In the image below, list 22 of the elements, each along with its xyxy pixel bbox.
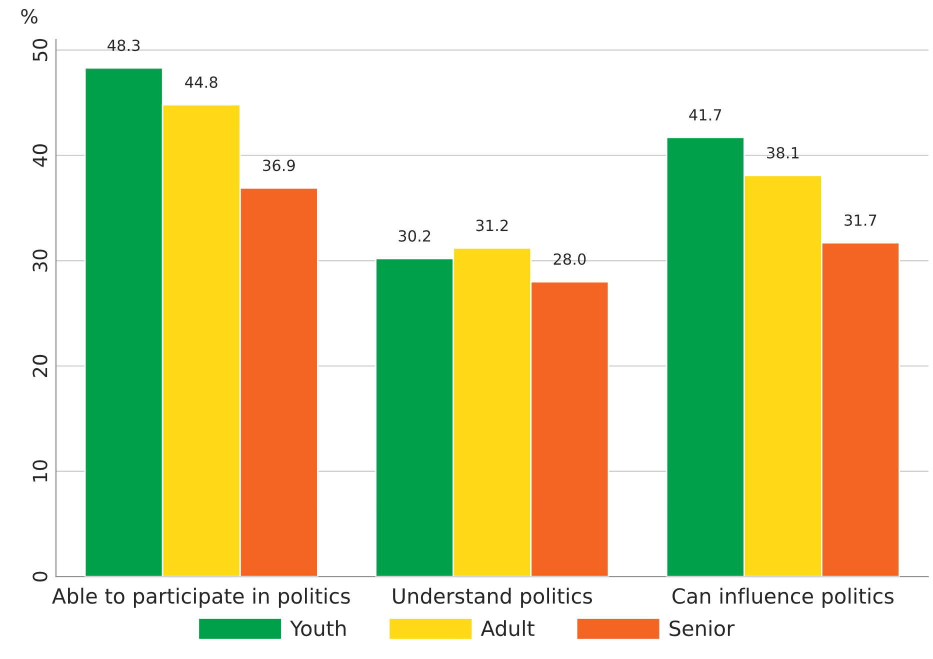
x-tick-label: Understand politics	[393, 588, 592, 608]
data-label: 31.2	[476, 220, 508, 232]
y-tick-label: 20	[32, 354, 48, 377]
y-axis-title: %	[21, 8, 38, 24]
x-tick-label: Able to participate in politics	[52, 588, 350, 608]
data-label: 48.3	[108, 40, 140, 52]
x-tick-label: Can influence politics	[672, 588, 894, 608]
y-tick-label: 30	[32, 250, 48, 272]
legend-label: Youth	[290, 620, 346, 636]
data-label: 28.0	[554, 253, 586, 265]
y-tick-label: 40	[32, 144, 48, 167]
data-label: 41.7	[689, 109, 722, 120]
data-label: 36.9	[263, 160, 295, 172]
data-label: 44.8	[185, 76, 218, 88]
y-tick-label: 50	[32, 38, 48, 61]
legend-label: Senior	[670, 620, 735, 636]
y-tick-label: 10	[32, 460, 48, 482]
legend-label: Adult	[480, 620, 534, 636]
data-label: 31.7	[844, 214, 876, 226]
data-label: 38.1	[767, 146, 799, 159]
data-label: 30.2	[398, 230, 430, 242]
y-tick-label: 0	[32, 572, 48, 582]
